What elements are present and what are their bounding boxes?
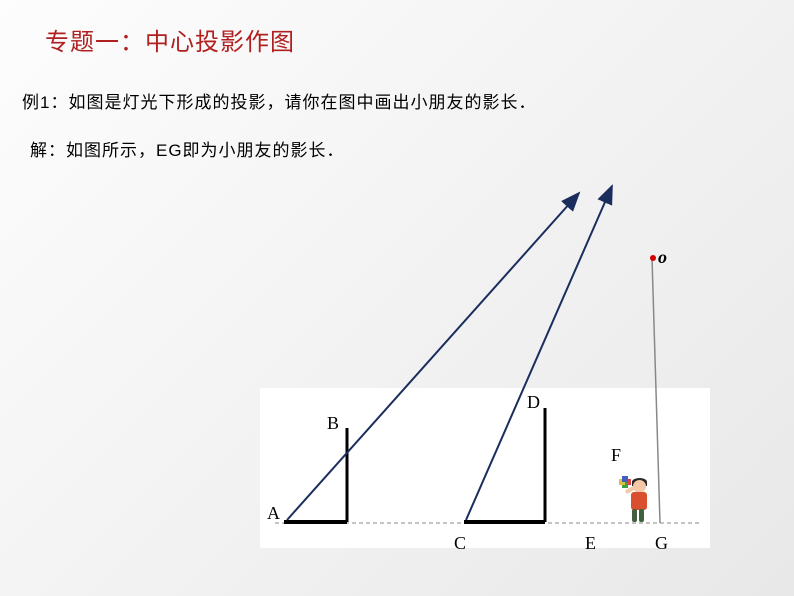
- child-body: [631, 492, 647, 510]
- label-b: B: [327, 413, 339, 434]
- child-leg: [639, 509, 644, 522]
- diagram: o A B C D E F G: [0, 170, 794, 596]
- problem-text: 例1：如图是灯光下形成的投影，请你在图中画出小朋友的影长．: [22, 88, 536, 113]
- label-e: E: [585, 533, 596, 554]
- diagram-svg: [0, 170, 794, 596]
- light-source-dot: [650, 255, 656, 261]
- child-figure: [619, 476, 655, 524]
- page-title: 专题一：中心投影作图: [45, 22, 295, 57]
- child-leg: [632, 509, 637, 522]
- label-f: F: [611, 445, 621, 466]
- label-d: D: [527, 392, 540, 413]
- ray-a: [287, 193, 579, 520]
- pinwheel-icon: [619, 476, 631, 488]
- label-o: o: [658, 247, 667, 268]
- label-a: A: [267, 503, 280, 524]
- label-g: G: [655, 533, 668, 554]
- solution-text: 解：如图所示，EG即为小朋友的影长．: [30, 136, 345, 161]
- ray-c: [466, 186, 612, 520]
- label-c: C: [454, 533, 466, 554]
